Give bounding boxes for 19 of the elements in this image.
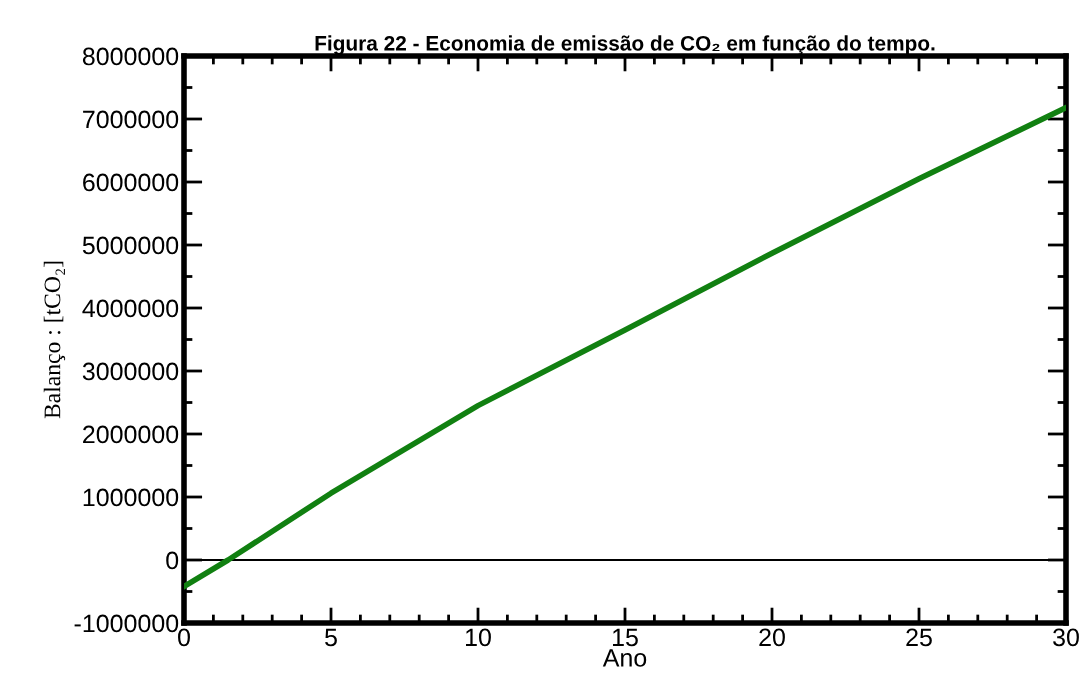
y-tick-label: 1000000 (83, 488, 179, 507)
y-tick-label: 8000000 (82, 47, 179, 66)
x-tick-label: 30 (1053, 628, 1079, 647)
y-tick-label: 2000000 (83, 425, 179, 444)
x-tick-label: 15 (613, 628, 638, 647)
x-axis-title: Ano (602, 649, 647, 667)
x-tick-label: 5 (325, 628, 337, 647)
y-tick-label: 7000000 (83, 110, 179, 129)
y-axis-title: Balanço : [tCO₂] (43, 261, 66, 419)
y-tick-label: 0 (166, 551, 179, 570)
x-tick-label: 25 (906, 628, 932, 647)
x-tick-label: 20 (759, 628, 785, 647)
chart-title: Figura 22 - Economia de emissão de CO₂ em função do tempo. (315, 35, 935, 55)
y-tick-label: 3000000 (82, 362, 179, 381)
y-tick-label: 6000000 (83, 173, 179, 192)
y-tick-label: -1000000 (74, 614, 179, 633)
y-tick-label: 4000000 (82, 299, 179, 318)
x-tick-label: 10 (466, 628, 491, 647)
y-tick-label: 5000000 (82, 236, 179, 255)
